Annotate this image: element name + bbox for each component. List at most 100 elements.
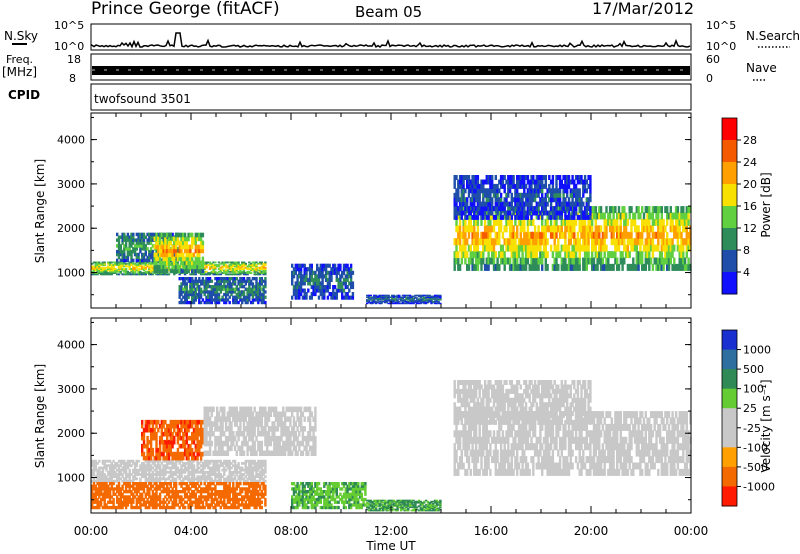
range-cell	[653, 257, 656, 265]
range-cell	[233, 272, 237, 274]
range-cell	[528, 192, 531, 198]
range-cell	[557, 197, 560, 203]
range-cell	[408, 300, 412, 303]
range-cell	[189, 505, 192, 510]
range-cell	[321, 295, 324, 300]
range-cell	[419, 301, 422, 304]
range-cell	[148, 468, 151, 472]
range-cell	[517, 206, 521, 212]
range-cell	[149, 261, 153, 264]
range-cell	[526, 238, 530, 246]
range-cell	[607, 218, 610, 226]
range-cell	[135, 490, 138, 494]
range-cell	[108, 268, 112, 270]
range-cell	[132, 262, 135, 265]
range-cell	[241, 265, 244, 268]
range-cell	[185, 477, 188, 481]
range-cell	[183, 295, 187, 299]
range-cell	[628, 212, 631, 220]
range-cell	[214, 300, 217, 305]
range-cell	[124, 470, 128, 474]
range-cell	[599, 257, 603, 265]
range-cell	[149, 272, 153, 274]
range-cell	[498, 251, 501, 259]
range-cell	[255, 266, 258, 269]
range-cell	[221, 279, 224, 283]
range-cell	[476, 257, 480, 265]
range-cell	[148, 249, 151, 254]
range-cell	[555, 210, 558, 216]
range-cell	[669, 212, 672, 220]
range-cell	[121, 492, 124, 496]
range-cell	[591, 225, 594, 233]
range-cell	[492, 244, 496, 252]
range-cell	[124, 269, 128, 272]
range-cell	[253, 268, 256, 270]
range-cell	[405, 298, 408, 300]
range-cell	[155, 264, 158, 270]
range-cell	[433, 301, 437, 304]
range-cell	[144, 459, 147, 463]
range-cell	[124, 270, 128, 273]
range-cell	[249, 266, 253, 269]
range-cell	[255, 473, 258, 476]
range-cell	[394, 295, 397, 298]
range-cell	[185, 487, 188, 491]
range-cell	[151, 479, 155, 483]
range-cell	[180, 500, 183, 504]
range-cell	[103, 269, 106, 272]
range-cell	[248, 470, 251, 474]
range-cell	[237, 470, 240, 474]
range-cell	[616, 218, 619, 226]
range-cell	[660, 251, 663, 259]
range-cell	[321, 274, 324, 279]
range-cell	[242, 298, 246, 302]
range-cell	[471, 225, 474, 233]
range-cell	[124, 235, 128, 239]
range-cell	[96, 470, 99, 474]
range-cell	[92, 273, 96, 276]
range-cell	[683, 257, 687, 265]
range-cell	[96, 272, 99, 274]
range-cell	[191, 464, 194, 468]
range-cell	[483, 192, 487, 198]
range-cell	[173, 462, 176, 465]
range-cell	[257, 300, 260, 305]
range-cell	[541, 257, 544, 265]
range-cell	[189, 473, 192, 476]
range-cell	[569, 201, 572, 207]
range-cell	[662, 231, 665, 239]
range-cell	[223, 287, 226, 291]
range-cell	[564, 218, 567, 226]
range-cell	[544, 225, 547, 233]
range-cell	[112, 475, 115, 479]
range-cell	[557, 225, 560, 233]
range-cell	[294, 267, 297, 272]
range-cell	[196, 292, 199, 297]
range-cell	[414, 301, 417, 304]
range-cell	[303, 267, 306, 272]
range-cell	[166, 505, 169, 510]
range-cell	[616, 244, 619, 252]
range-cell	[94, 272, 97, 274]
range-cell	[187, 459, 190, 463]
range-cell	[262, 270, 265, 273]
range-cell	[151, 252, 155, 257]
range-cell	[144, 505, 147, 510]
range-cell	[121, 235, 124, 239]
range-cell	[194, 277, 197, 281]
range-cell	[173, 500, 176, 504]
range-cell	[230, 270, 233, 273]
range-cell	[123, 462, 126, 465]
range-cell	[505, 197, 508, 203]
range-cell	[174, 268, 178, 274]
range-cell	[137, 255, 140, 260]
range-cell	[514, 206, 517, 214]
range-cell	[528, 238, 531, 246]
range-cell	[535, 183, 538, 189]
range-cell	[203, 266, 206, 269]
range-cell	[198, 256, 201, 262]
range-cell	[678, 251, 681, 259]
range-cell	[566, 251, 569, 259]
range-cell	[655, 218, 658, 226]
